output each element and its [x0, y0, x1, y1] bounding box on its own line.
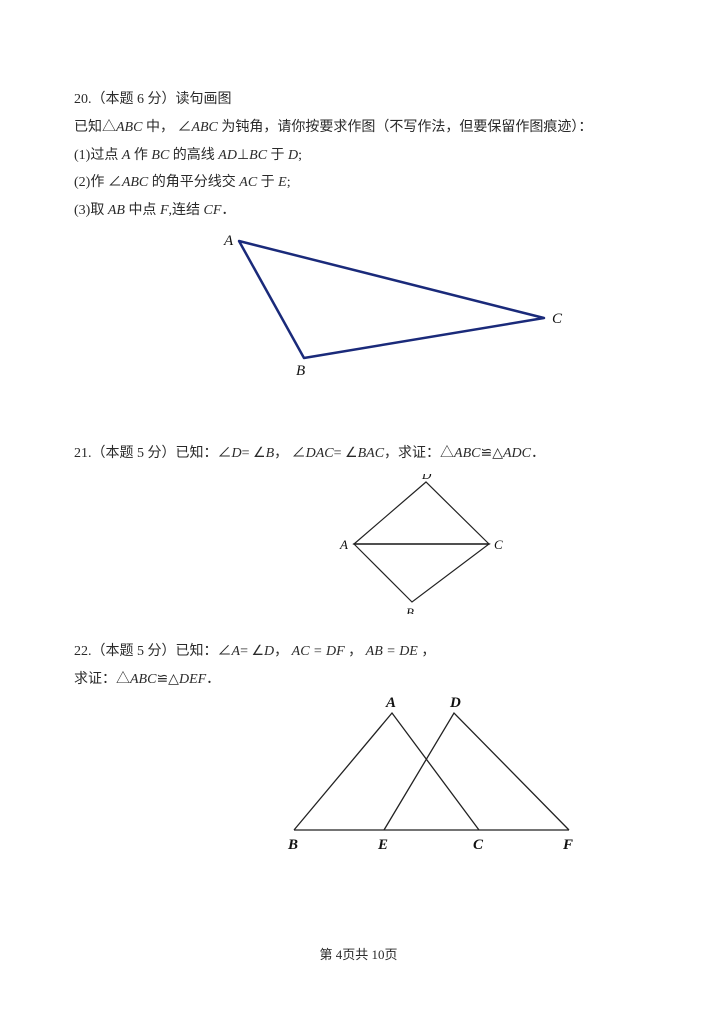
txt: ． [531, 446, 545, 461]
sym: AC = DF [292, 644, 345, 659]
sym: ABC [116, 120, 142, 135]
page-content: 20.（本题 6 分）读句画图 已知△ABC 中， ∠ABC 为钝角，请你按要求… [0, 0, 717, 855]
svg-text:E: E [377, 837, 388, 853]
txt: ， [345, 644, 366, 659]
txt: ≌△ [156, 672, 179, 687]
sym: ABC [191, 120, 217, 135]
txt: = ∠ [334, 446, 358, 461]
txt: 为钝角，请你按要求作图（不写作法，但要保留作图痕迹）： [218, 120, 593, 135]
txt: ． [206, 672, 220, 687]
txt: 的角平分线交 [148, 175, 239, 190]
sym: E [278, 175, 287, 190]
q20-sub1: (1)过点 A 作 BC 的高线 AD⊥BC 于 D; [74, 144, 645, 168]
txt: (3)取 [74, 203, 108, 218]
txt: ,连结 [169, 203, 204, 218]
sym: AD [218, 148, 237, 163]
svg-text:C: C [494, 537, 503, 552]
svg-text:B: B [296, 363, 305, 379]
txt: 作 [130, 148, 151, 163]
txt: 21.（本题 5 分）已知：∠ [74, 446, 232, 461]
q22-figure: A B C D E F [274, 695, 645, 855]
sym: DAC [306, 446, 334, 461]
sym: ABC [130, 672, 156, 687]
svg-text:F: F [562, 837, 573, 853]
quad-adbc: A B C D [334, 474, 514, 614]
sym: DEF [179, 672, 206, 687]
q21-line: 21.（本题 5 分）已知：∠D= ∠B， ∠DAC= ∠BAC，求证：△ABC… [74, 442, 645, 466]
txt: ， [274, 644, 292, 659]
q22-line1: 22.（本题 5 分）已知：∠A= ∠D， AC = DF ， AB = DE … [74, 640, 645, 664]
sym: A [232, 644, 241, 659]
sym: CF [204, 203, 222, 218]
sym: BAC [358, 446, 384, 461]
txt: ; [298, 148, 302, 163]
svg-text:D: D [421, 474, 432, 482]
sym: ABC [454, 446, 480, 461]
sym: BC [151, 148, 169, 163]
q20-header: 20.（本题 6 分）读句画图 [74, 88, 645, 112]
txt: ， ∠ [274, 446, 306, 461]
txt: 已知△ [74, 120, 116, 135]
txt: = ∠ [240, 644, 264, 659]
txt: ， [418, 644, 436, 659]
txt: 的高线 [169, 148, 218, 163]
sym: D [288, 148, 298, 163]
txt: 于 [267, 148, 288, 163]
triangle-abc: A B C [184, 233, 564, 383]
q20-figure: A B C [184, 233, 645, 383]
svg-text:A: A [385, 695, 396, 711]
q20-given: 已知△ABC 中， ∠ABC 为钝角，请你按要求作图（不写作法，但要保留作图痕迹… [74, 116, 645, 140]
q20-sub3: (3)取 AB 中点 F,连结 CF． [74, 199, 645, 223]
sym: F [160, 203, 169, 218]
txt: 于 [257, 175, 278, 190]
svg-text:C: C [473, 837, 484, 853]
txt: (1)过点 [74, 148, 122, 163]
sym: AC [239, 175, 257, 190]
q22-line2: 求证：△ABC≌△DEF． [74, 668, 645, 692]
txt: ，求证：△ [384, 446, 454, 461]
sym: B [266, 446, 275, 461]
txt: 求证：△ [74, 672, 130, 687]
sym: AB = DE [366, 644, 418, 659]
txt: ; [287, 175, 291, 190]
svg-text:D: D [449, 695, 461, 711]
txt: (2)作 ∠ [74, 175, 122, 190]
page-footer: 第 4页共 10页 [0, 944, 717, 963]
q21-figure: A B C D [334, 474, 645, 614]
svg-text:B: B [287, 837, 298, 853]
svg-text:B: B [406, 605, 414, 614]
sym: D [264, 644, 274, 659]
sym: ABC [122, 175, 148, 190]
txt: ． [221, 203, 235, 218]
txt: ≌△ [481, 446, 504, 461]
overlap-triangles: A B C D E F [274, 695, 594, 855]
txt: 22.（本题 5 分）已知：∠ [74, 644, 232, 659]
q20-sub2: (2)作 ∠ABC 的角平分线交 AC 于 E; [74, 171, 645, 195]
sym: AB [108, 203, 125, 218]
txt: = ∠ [242, 446, 266, 461]
sym: ADC [503, 446, 531, 461]
txt: 中， ∠ [142, 120, 191, 135]
sym: BC [249, 148, 267, 163]
svg-text:A: A [339, 537, 348, 552]
txt: ⊥ [237, 148, 249, 163]
txt: 中点 [125, 203, 160, 218]
svg-text:C: C [552, 311, 563, 327]
sym: D [232, 446, 242, 461]
svg-text:A: A [223, 233, 234, 249]
